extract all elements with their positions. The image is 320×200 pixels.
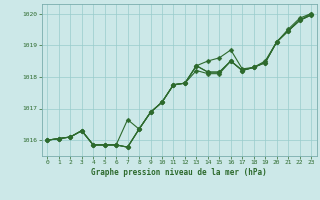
X-axis label: Graphe pression niveau de la mer (hPa): Graphe pression niveau de la mer (hPa) (91, 168, 267, 177)
